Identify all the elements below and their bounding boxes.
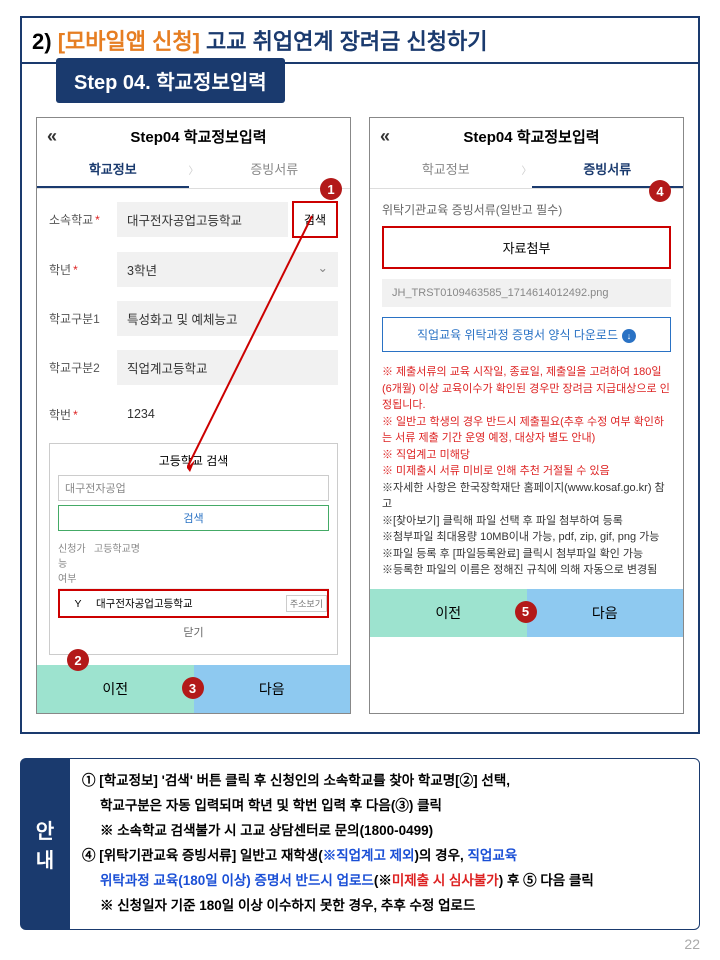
notes: ※ 제출서류의 교육 시작일, 종료일, 제출일을 고려하여 180일(6개월)… — [382, 364, 671, 579]
result-name: 대구전자공업고등학교 — [96, 596, 286, 611]
phone-right: « Step04 학교정보입력 학교정보 〉 증빙서류 위탁기관교육 증빙서류(… — [369, 117, 684, 714]
field-grade[interactable]: 3학년⌄ — [117, 252, 338, 287]
label-grade: 학년* — [49, 261, 117, 278]
label-num: 학번* — [49, 406, 117, 423]
phone-left: « Step04 학교정보입력 학교정보 〉 증빙서류 소속학교* 대구전자공업… — [36, 117, 351, 714]
label-cat1: 학교구분1 — [49, 310, 117, 327]
popup-input[interactable]: 대구전자공업 — [58, 475, 329, 501]
marker-5: 5 — [515, 601, 537, 623]
page-title: 2) [모바일앱 신청] 고교 취업연계 장려금 신청하기 — [20, 16, 700, 64]
label-school: 소속학교* — [49, 211, 117, 228]
tab-schoolinfo[interactable]: 학교정보 — [370, 151, 522, 188]
guide-box: 안내 ① [학교정보] '검색' 버튼 클릭 후 신청인의 소속학교를 찾아 학… — [20, 758, 700, 930]
back-icon[interactable]: « — [380, 126, 390, 147]
page-number: 22 — [0, 936, 720, 956]
screen-title: Step04 학교정보입력 — [390, 126, 673, 147]
tab-schoolinfo[interactable]: 학교정보 — [37, 151, 189, 188]
next-button[interactable]: 다음 3 — [194, 665, 351, 713]
chevron-down-icon: ⌄ — [318, 260, 328, 275]
field-school: 대구전자공업고등학교 — [117, 202, 288, 237]
popup-search-button[interactable]: 검색 — [58, 505, 329, 531]
step-tab: Step 04. 학교정보입력 — [56, 58, 285, 103]
title-rest: 고교 취업연계 장려금 신청하기 — [206, 29, 487, 54]
prev-button[interactable]: 이전 — [37, 665, 194, 713]
title-orange: [모바일앱 신청] — [58, 29, 200, 54]
addr-button[interactable]: 주소보기 — [286, 595, 327, 612]
prev-button[interactable]: 이전 — [370, 589, 527, 637]
popup-title: 고등학교 검색 — [58, 452, 329, 469]
guide-label: 안내 — [20, 758, 70, 930]
col-name: 고등학교명 — [94, 540, 279, 585]
col-avail: 신청가능 여부 — [58, 540, 94, 585]
uploaded-filename: JH_TRST0109463585_1714614012492.png — [382, 279, 671, 307]
step-box: Step 04. 학교정보입력 « Step04 학교정보입력 학교정보 〉 증… — [20, 62, 700, 734]
result-y: Y — [60, 598, 96, 610]
marker-4: 4 — [649, 180, 671, 202]
screen-title: Step04 학교정보입력 — [57, 126, 340, 147]
result-row[interactable]: Y 대구전자공업고등학교 주소보기 — [58, 589, 329, 618]
chevron-right-icon: 〉 — [189, 162, 199, 177]
search-button[interactable]: 검색 — [292, 201, 338, 238]
chevron-right-icon: 〉 — [522, 162, 532, 177]
marker-1: 1 — [320, 178, 342, 200]
popup-close[interactable]: 닫기 — [58, 618, 329, 646]
field-cat1: 특성화고 및 예체능고 — [117, 301, 338, 336]
back-icon[interactable]: « — [47, 126, 57, 147]
guide-body: ① [학교정보] '검색' 버튼 클릭 후 신청인의 소속학교를 찾아 학교명[… — [70, 758, 700, 930]
marker-3: 3 — [182, 677, 204, 699]
next-button[interactable]: 다음 5 — [527, 589, 684, 637]
title-num: 2) — [32, 29, 52, 54]
attach-label: 위탁기관교육 증빙서류(일반고 필수) — [382, 201, 671, 218]
download-template[interactable]: 직업교육 위탁과정 증명서 양식 다운로드↓ — [382, 317, 671, 352]
field-cat2: 직업계고등학교 — [117, 350, 338, 385]
attach-button[interactable]: 자료첨부 — [382, 226, 671, 269]
school-search-popup: 고등학교 검색 대구전자공업 검색 신청가능 여부 고등학교명 Y 대구전자공업… — [49, 443, 338, 655]
marker-2: 2 — [67, 649, 89, 671]
label-cat2: 학교구분2 — [49, 359, 117, 376]
field-num[interactable]: 1234 — [117, 399, 338, 429]
download-icon: ↓ — [622, 329, 636, 343]
